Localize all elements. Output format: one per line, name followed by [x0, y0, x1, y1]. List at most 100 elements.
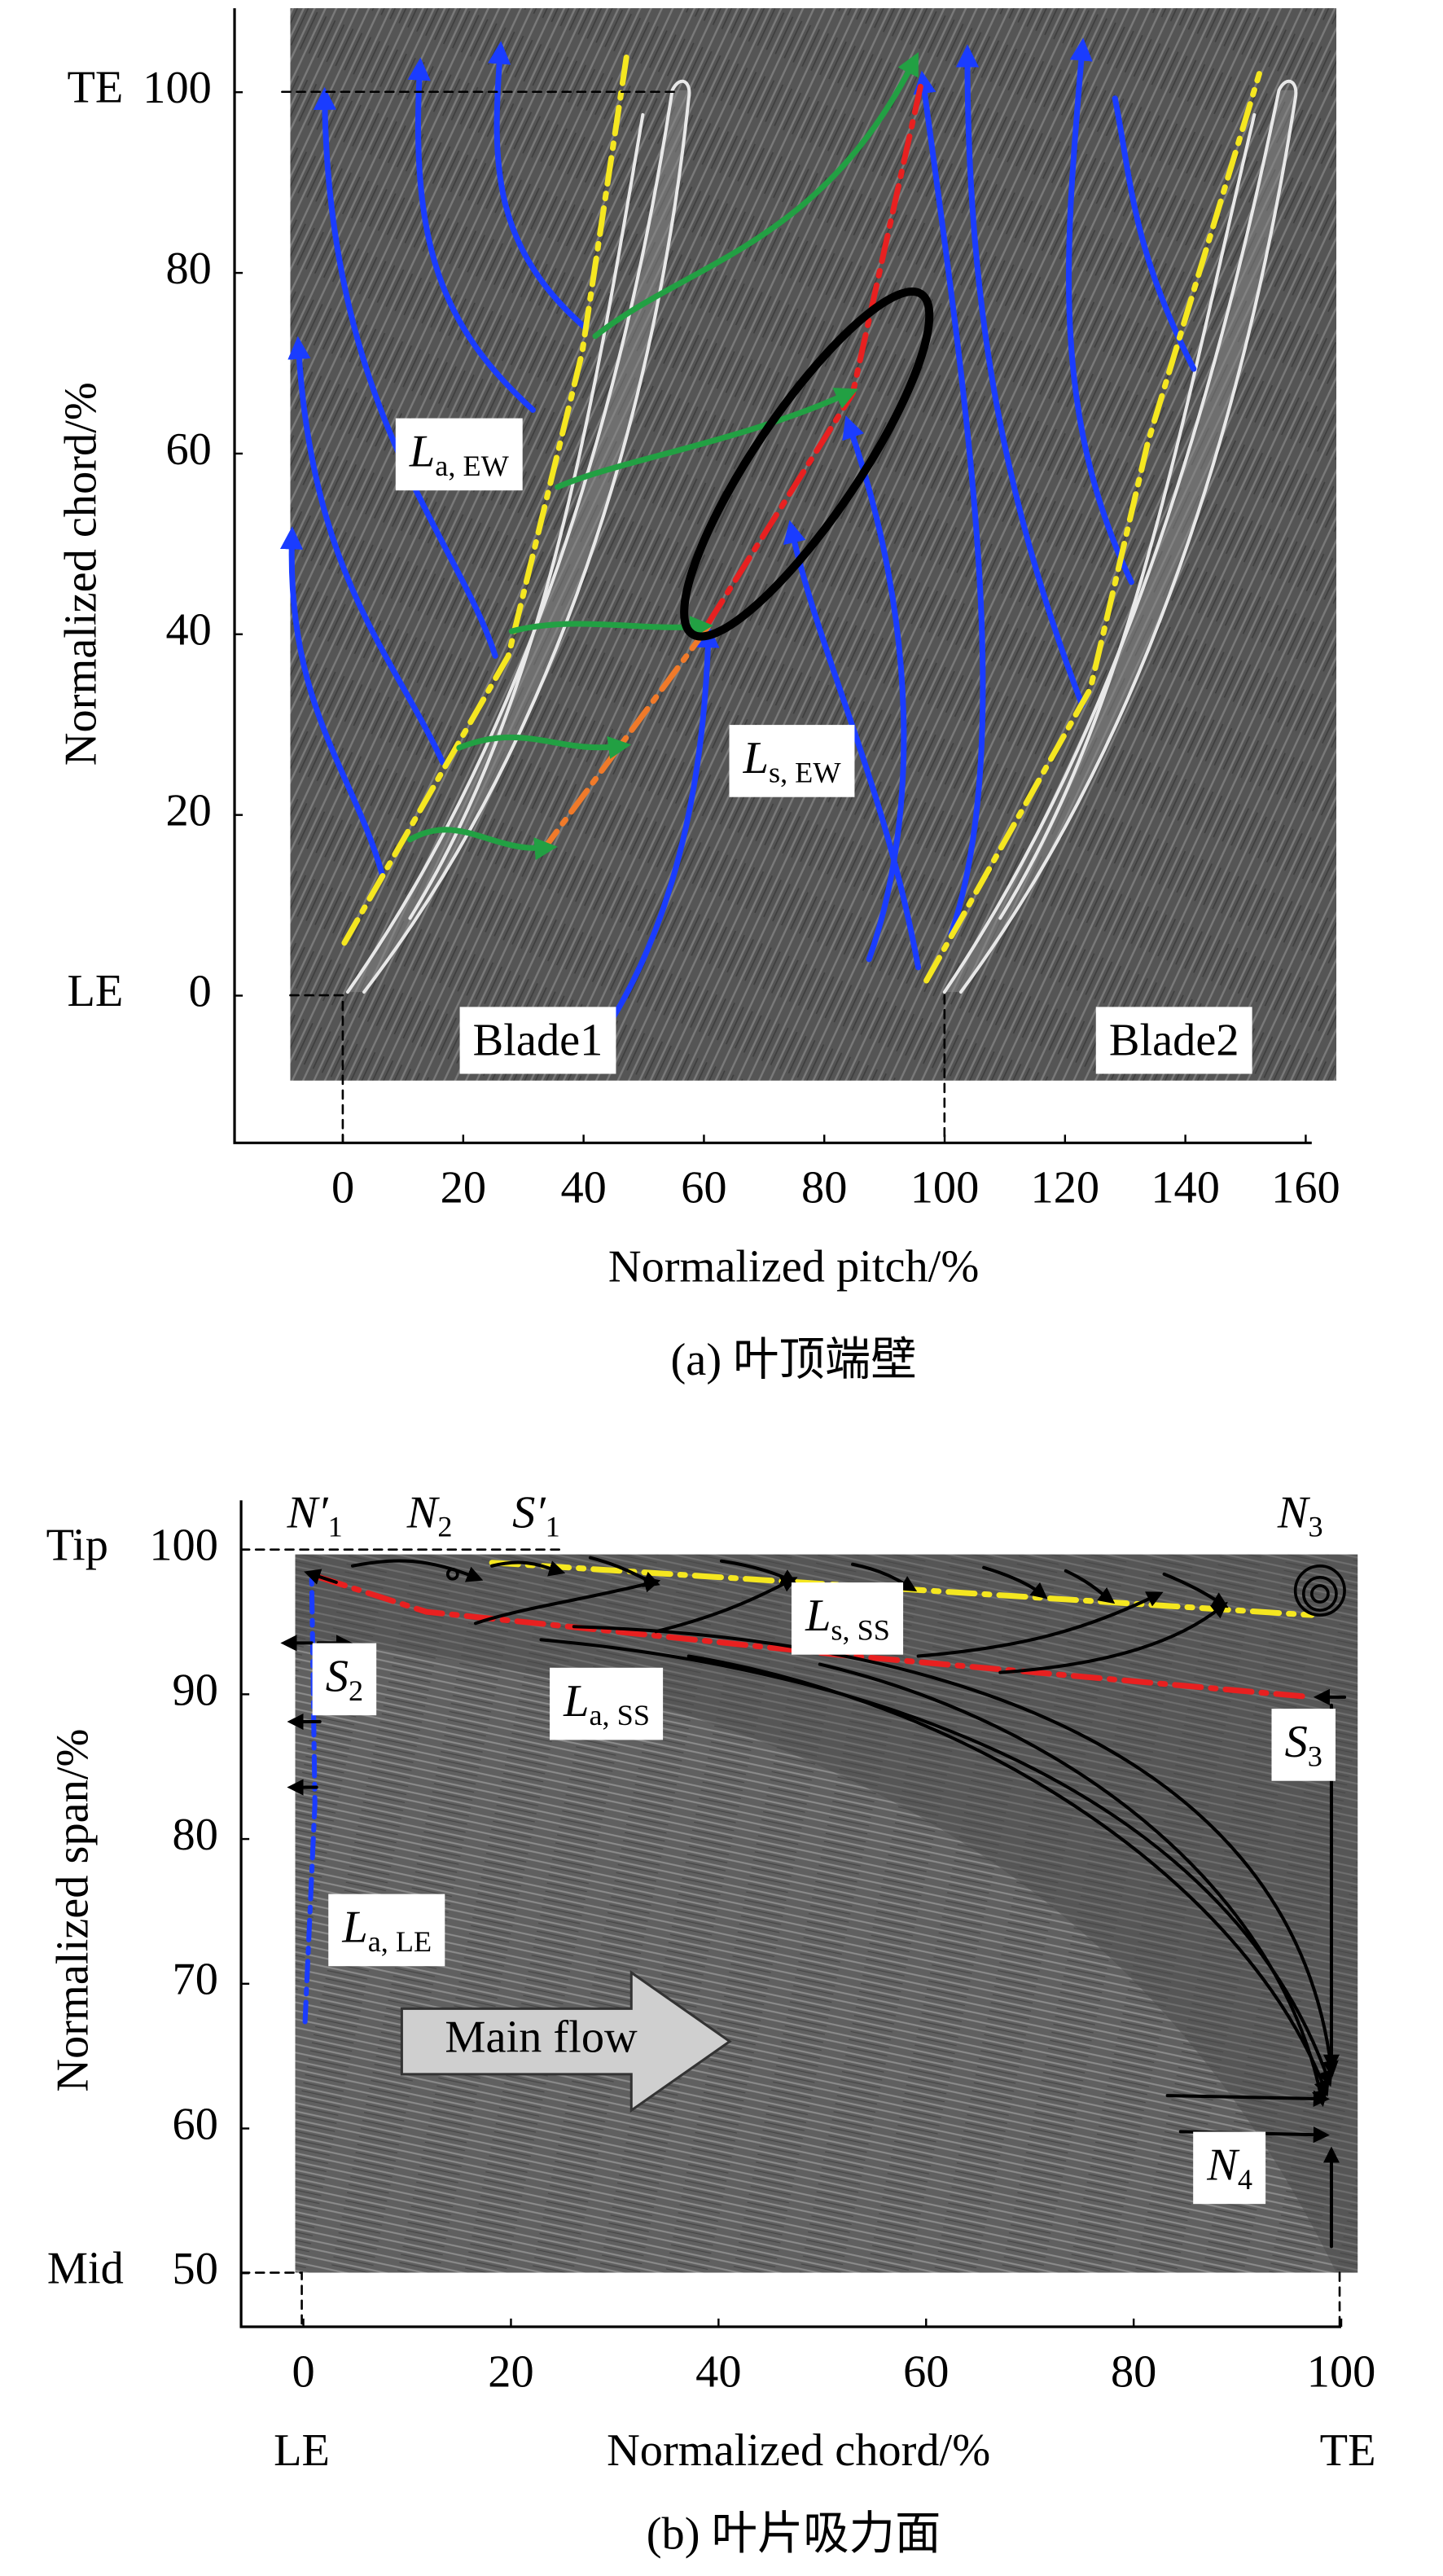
annotation-symbol: L [805, 1591, 831, 1641]
x-tick-label: 20 [441, 1163, 486, 1213]
annotation-label: S3 [1285, 1717, 1322, 1772]
reference-lines-b [239, 1548, 1341, 2328]
annotation: TE [67, 63, 123, 113]
y-tick-label: 60 [173, 2099, 218, 2149]
x-axis-title: Normalized pitch/% [608, 1241, 979, 1292]
annotation: La, LE [328, 1894, 445, 1967]
annotation-symbol: L [743, 733, 769, 783]
x-tick-label: 20 [488, 2346, 533, 2397]
annotation-label: N2 [406, 1487, 453, 1543]
y-tick-label: 100 [149, 1521, 218, 1571]
y-tick-label: 0 [189, 966, 212, 1016]
y-tick-label: 80 [173, 1810, 218, 1860]
annotation-subscript: 3 [1308, 1511, 1322, 1543]
y-tick-label: 20 [165, 786, 211, 836]
annotation-label: TE [1320, 2425, 1376, 2476]
annotation: Blade1 [459, 1007, 616, 1074]
annotation-label: Main flow [445, 2012, 638, 2063]
annotation-subscript: s, EW [769, 757, 841, 789]
annotation-symbol: L [409, 427, 435, 477]
annotation-symbol: S [326, 1652, 349, 1702]
annotation: Ls, EW [729, 725, 855, 797]
annotation-label: Mid [47, 2243, 124, 2293]
annotation-label: N3 [1277, 1487, 1323, 1543]
annotation-subscript: 2 [437, 1511, 452, 1543]
annotation-subscript: 3 [1308, 1740, 1322, 1773]
y-axis-title: Normalized chord/% [56, 382, 107, 766]
annotation: La, SS [550, 1667, 664, 1740]
x-tick-label: 100 [1307, 2346, 1376, 2397]
x-tick-label: 80 [1111, 2346, 1156, 2397]
annotation-symbol: L [563, 1676, 589, 1727]
axes [233, 8, 1312, 1144]
annotation-symbol: S′ [512, 1487, 546, 1538]
annotation-symbol: N′ [287, 1487, 330, 1538]
x-tick-label: 120 [1031, 1163, 1100, 1213]
annotation-label: Ls, EW [743, 733, 842, 788]
annotation: Mid [47, 2243, 124, 2293]
y-tick-label: 90 [173, 1665, 218, 1715]
annotation-label: La, LE [341, 1902, 432, 1958]
y-tick-label: 80 [165, 244, 211, 294]
caption: (b) 叶片吸力面 [647, 2509, 941, 2560]
label-box [791, 1582, 904, 1655]
annotation: S′1 [512, 1487, 560, 1543]
label-box [312, 1643, 377, 1716]
label-box [1271, 1709, 1336, 1781]
y-tick-label: 100 [143, 63, 212, 113]
annotation: LE [67, 966, 123, 1016]
annotation: Main flow [445, 2012, 638, 2063]
y-tick-label: 60 [165, 424, 211, 475]
y-tick-label: 40 [165, 605, 211, 656]
x-tick-label: 100 [910, 1163, 980, 1213]
label-box [1193, 2131, 1266, 2205]
label-box [550, 1667, 664, 1740]
annotation: TE [1320, 2425, 1376, 2476]
annotation-label: N′1 [287, 1487, 343, 1543]
annotation: N3 [1277, 1487, 1323, 1543]
x-tick-label: 60 [903, 2346, 949, 2397]
annotation-symbol: S [1285, 1717, 1308, 1767]
axes [239, 1500, 1342, 2328]
annotation-label: S′1 [512, 1487, 560, 1543]
caption: (a) 叶顶端壁 [671, 1335, 917, 1385]
x-tick-label: 0 [292, 2346, 314, 2397]
annotation-label: LE [67, 966, 123, 1016]
annotation: S2 [312, 1643, 377, 1716]
label-box [729, 725, 855, 797]
annotation: Blade2 [1095, 1007, 1252, 1074]
x-tick-label: 160 [1271, 1163, 1340, 1213]
annotation: La, EW [395, 418, 523, 491]
annotation: N′1 [287, 1487, 343, 1543]
label-box [395, 418, 523, 491]
x-tick-label: 0 [331, 1163, 354, 1213]
annotation-symbol: L [341, 1902, 367, 1953]
x-tick-label: 60 [681, 1163, 726, 1213]
reference-lines-a [281, 90, 946, 1144]
annotation-subscript: s, SS [831, 1614, 890, 1647]
x-tick-label: 40 [560, 1163, 606, 1213]
x-axis-title: Normalized chord/% [607, 2425, 990, 2476]
annotation-label: Blade2 [1109, 1015, 1239, 1065]
annotation-subscript: a, SS [589, 1699, 650, 1731]
photo-b [280, 1554, 1358, 2273]
photo-a [280, 8, 1337, 1081]
y-axis-title: Normalized span/% [48, 1729, 99, 2092]
x-tick-label: 80 [801, 1163, 847, 1213]
annotation-label: La, SS [563, 1676, 650, 1731]
label-box [328, 1894, 445, 1967]
y-tick-label: 70 [173, 1955, 218, 2005]
annotation-label: LE [274, 2425, 330, 2476]
annotation-label: S2 [326, 1652, 363, 1707]
annotation-subscript: 2 [349, 1674, 363, 1707]
annotation-symbol: N [1206, 2140, 1240, 2191]
annotation-label: La, EW [409, 427, 510, 482]
y-tick-label: 50 [173, 2244, 218, 2294]
x-tick-label: 40 [695, 2346, 741, 2397]
annotation-label: N4 [1206, 2140, 1252, 2196]
annotation-subscript: a, LE [368, 1925, 432, 1958]
annotation: S3 [1271, 1709, 1336, 1781]
annotation-subscript: 4 [1238, 2163, 1252, 2196]
